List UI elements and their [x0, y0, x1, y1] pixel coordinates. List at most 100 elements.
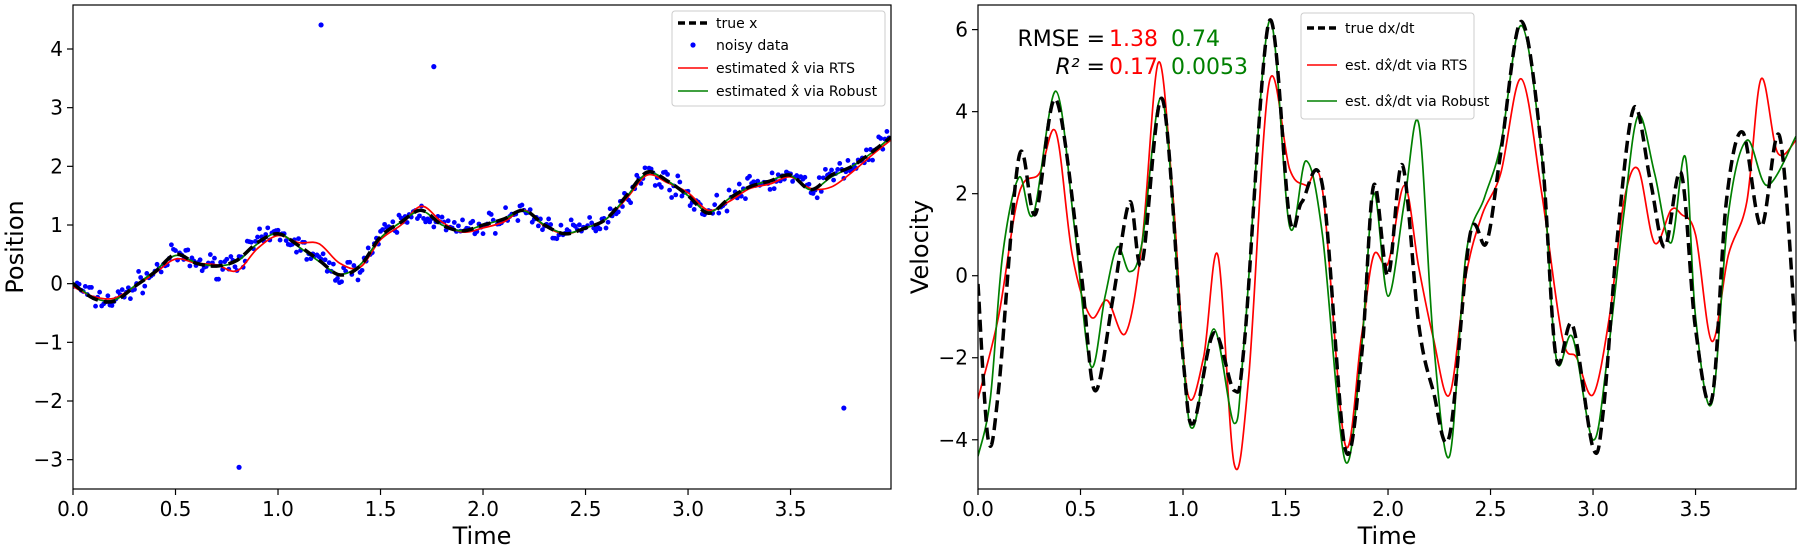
noisy-data-point [224, 256, 230, 262]
position-y-tick-label: −2 [34, 389, 63, 413]
noisy-data-point [492, 231, 498, 236]
noisy-data-point [257, 226, 262, 232]
noisy-data-point [359, 267, 365, 273]
noisy-data-point [417, 213, 422, 219]
noisy-data-point [615, 209, 621, 215]
legend-true-x-label: true x [716, 16, 757, 32]
noisy-data-point [326, 260, 332, 266]
legend-noisy-marker [690, 42, 696, 48]
noisy-data-point [691, 206, 697, 212]
velocity-series-rts [978, 61, 1796, 471]
noisy-data-point [673, 192, 679, 198]
noisy-data-point [277, 237, 283, 243]
noisy-data-point [322, 257, 328, 263]
noisy-data-point [82, 284, 88, 289]
noisy-data-point [404, 220, 410, 225]
noisy-data-point [554, 236, 560, 242]
noisy-data-point [365, 245, 371, 251]
noisy-data-point [769, 170, 775, 176]
noisy-data-point [628, 200, 634, 206]
noisy-data-point [822, 166, 828, 172]
noisy-data-point [527, 207, 533, 213]
velocity-y-tick-label: 6 [955, 18, 968, 42]
noisy-data-point [870, 157, 875, 163]
velocity-x-tick-label: 2.5 [1475, 497, 1507, 521]
noisy-data-point [714, 192, 720, 198]
metrics-annotation: RMSE = 1.38 0.74 R² = 0.17 0.0053 [1017, 27, 1248, 80]
velocity-axes-frame [977, 4, 1797, 490]
velocity-x-tick-label: 0.5 [1065, 497, 1097, 521]
noisy-data-point [607, 206, 613, 212]
noisy-data-point [743, 196, 748, 202]
noisy-data-point [751, 179, 757, 185]
noisy-data-point [587, 215, 593, 220]
position-series-rts [73, 139, 891, 300]
noisy-data-point [589, 220, 595, 226]
position-series-robust [73, 136, 891, 302]
noisy-data-point [380, 227, 385, 232]
noisy-data-point [265, 225, 271, 231]
noisy-data-point [335, 276, 340, 281]
noisy-data-point [835, 167, 841, 172]
noisy-data-point [275, 227, 281, 233]
noisy-data-point [431, 224, 437, 230]
noisy-outlier-point [841, 405, 847, 411]
noisy-data-point [451, 220, 457, 225]
noisy-data-point [675, 173, 681, 179]
noisy-data-point [519, 202, 525, 208]
noisy-data-point [767, 186, 773, 192]
noisy-data-point [460, 217, 465, 223]
velocity-x-tick-label: 1.5 [1270, 497, 1302, 521]
noisy-data-point [712, 202, 718, 208]
velocity-x-tick-label: 3.5 [1680, 497, 1712, 521]
position-series-true [73, 135, 891, 304]
noisy-data-point [736, 181, 742, 187]
position-x-tick-label: 3.5 [775, 497, 807, 521]
velocity-y-axis-title: Velocity [906, 200, 934, 294]
noisy-data-point [324, 268, 330, 274]
position-y-tick-label: 0 [50, 272, 63, 296]
legend-noisy-label: noisy data [716, 38, 789, 54]
noisy-data-point [232, 264, 238, 270]
noisy-data-point [128, 296, 133, 302]
position-legend: true x noisy data estimated x̂ via RTS e… [671, 10, 886, 107]
noisy-data-point [884, 129, 890, 134]
position-x-tick-label: 2.0 [467, 497, 499, 521]
velocity-x-axis-title: Time [1357, 522, 1417, 550]
velocity-y-tick-label: 0 [955, 264, 968, 288]
velocity-x-tick-label: 1.0 [1167, 497, 1199, 521]
position-panel: 0.0 0.5 1.0 1.5 2.0 2.5 3.0 3.5 −3 −2 −1 0 1 2 3 4 Time… [1, 4, 892, 550]
noisy-data-point [158, 269, 164, 275]
noisy-data-point [470, 218, 476, 224]
position-y-tick-label: 1 [50, 213, 63, 237]
velocity-y-tick-label: 4 [955, 100, 968, 124]
noisy-data-point [304, 256, 310, 262]
noisy-data-point [109, 303, 115, 308]
r2-robust-value: 0.0053 [1171, 55, 1248, 80]
noisy-data-point [724, 208, 730, 214]
noisy-data-point [390, 219, 396, 225]
noisy-data-point [593, 228, 599, 234]
noisy-data-point [790, 178, 795, 184]
noisy-data-point [642, 165, 648, 171]
noisy-data-point [445, 218, 451, 224]
position-axes-frame [72, 4, 892, 490]
noisy-data-point [568, 217, 574, 223]
noisy-data-point [535, 223, 541, 229]
position-x-tick-label: 0.5 [160, 497, 192, 521]
noisy-data-point [283, 238, 289, 243]
noisy-data-point [820, 175, 826, 181]
noisy-data-point [515, 218, 521, 223]
noisy-data-point [296, 236, 301, 242]
noisy-outlier-point [318, 22, 324, 28]
noisy-data-point [339, 279, 344, 285]
noisy-data-point [140, 290, 146, 296]
position-y-tick-label: −3 [34, 448, 63, 472]
noisy-data-point [488, 212, 494, 217]
noisy-data-point [503, 205, 508, 211]
noisy-data-point [330, 261, 336, 267]
noisy-data-point [138, 275, 144, 280]
rmse-robust-value: 0.74 [1171, 27, 1220, 52]
legend-true-velocity-label: true dx/dt [1345, 21, 1415, 37]
velocity-y-tick-label: 2 [955, 182, 968, 206]
